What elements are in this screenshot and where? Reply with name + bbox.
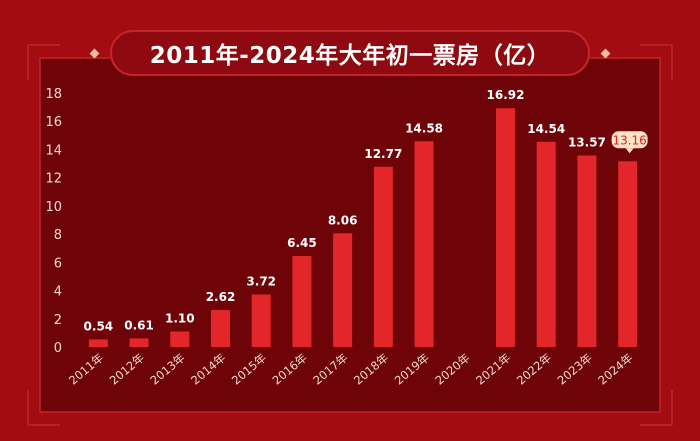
bar [88,339,108,347]
chart-title: 2011年-2024年大年初一票房（亿） [149,43,551,69]
data-label: 14.58 [405,121,443,135]
bar [129,338,149,347]
data-label: 8.06 [328,213,358,227]
bar [618,161,638,347]
x-tick-label: 2023年 [555,351,595,388]
x-tick-label: 2019年 [392,351,432,388]
x-tick-label: 2017年 [310,351,350,388]
data-label: 14.54 [527,122,565,136]
bar [292,255,312,347]
x-tick-label: 2022年 [514,351,554,388]
x-tick-label: 2012年 [107,351,147,388]
x-tick-label: 2013年 [147,351,187,388]
bar [414,141,434,347]
y-tick-label: 18 [45,87,62,102]
data-label: 13.16 [612,133,646,147]
y-tick-label: 8 [54,228,62,243]
data-label: 12.77 [364,147,402,161]
highlight-label-badge [611,131,648,149]
y-tick-label: 16 [45,115,62,130]
data-label: 2.62 [206,290,236,304]
highlight-label-pointer [625,148,634,154]
bar [373,166,393,347]
y-tick-label: 2 [54,313,62,328]
bar [170,331,190,347]
y-tick-label: 10 [45,200,62,215]
bar [251,294,271,347]
data-label: 3.72 [246,275,276,289]
data-label: 1.10 [165,311,195,325]
x-tick-label: 2024年 [595,351,635,388]
title-banner: 2011年-2024年大年初一票房（亿） [110,30,590,76]
y-tick-label: 6 [54,256,62,271]
x-tick-label: 2020年 [432,351,472,388]
x-tick-label: 2018年 [351,351,391,388]
data-label: 16.92 [487,88,525,102]
bar [577,155,597,347]
data-label: 13.57 [568,136,606,150]
y-tick-label: 12 [45,172,62,187]
x-tick-label: 2016年 [270,351,310,388]
bar [496,108,515,348]
bar [333,233,353,347]
data-label: 6.45 [287,236,317,250]
bar [211,310,230,347]
x-tick-label: 2021年 [473,351,513,388]
y-tick-label: 0 [54,341,62,356]
x-tick-label: 2014年 [188,351,228,388]
y-tick-label: 4 [54,285,62,300]
data-label: 0.61 [124,318,154,332]
x-tick-label: 2011年 [66,351,106,388]
bar [536,141,556,347]
data-label: 0.54 [84,319,114,333]
x-tick-label: 2015年 [229,351,269,388]
y-tick-label: 14 [45,143,62,158]
